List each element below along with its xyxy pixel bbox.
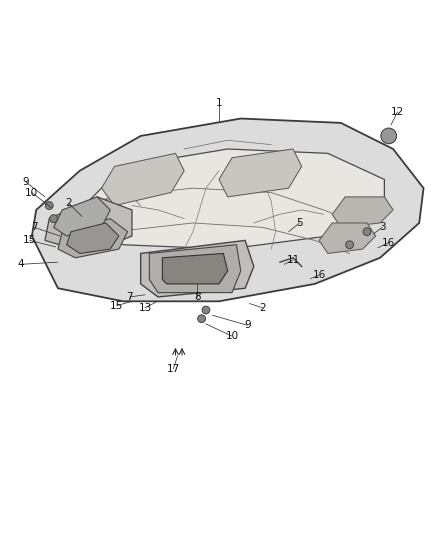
Circle shape [363,228,371,236]
Circle shape [202,306,210,314]
Circle shape [346,241,353,249]
Text: 10: 10 [25,188,39,198]
Text: 9: 9 [244,320,251,330]
Polygon shape [45,197,132,254]
Text: 7: 7 [31,222,37,232]
Circle shape [381,128,396,144]
Text: 1: 1 [215,98,223,108]
Polygon shape [319,223,376,254]
Text: 9: 9 [22,176,28,187]
Text: 16: 16 [382,238,396,247]
Circle shape [46,201,53,209]
Text: 8: 8 [194,292,201,302]
Polygon shape [162,254,228,284]
Polygon shape [32,118,424,301]
Polygon shape [75,149,385,249]
Text: 4: 4 [18,260,24,269]
Text: 3: 3 [379,222,385,232]
Text: 12: 12 [391,107,404,117]
Polygon shape [141,240,254,297]
Circle shape [198,315,205,322]
Circle shape [49,215,57,223]
Text: 17: 17 [167,364,180,374]
Polygon shape [53,197,110,236]
Text: 13: 13 [138,303,152,313]
Text: 7: 7 [127,292,133,302]
Polygon shape [67,223,119,254]
Polygon shape [58,219,127,258]
Text: 16: 16 [312,270,326,280]
Text: 5: 5 [296,218,303,228]
Text: 2: 2 [259,303,266,313]
Polygon shape [219,149,302,197]
Polygon shape [102,154,184,206]
Text: 2: 2 [66,198,72,208]
Text: 15: 15 [23,236,36,245]
Text: 10: 10 [226,331,239,341]
Text: 11: 11 [286,255,300,265]
Polygon shape [332,197,393,228]
Polygon shape [149,245,241,293]
Text: 15: 15 [110,301,124,311]
